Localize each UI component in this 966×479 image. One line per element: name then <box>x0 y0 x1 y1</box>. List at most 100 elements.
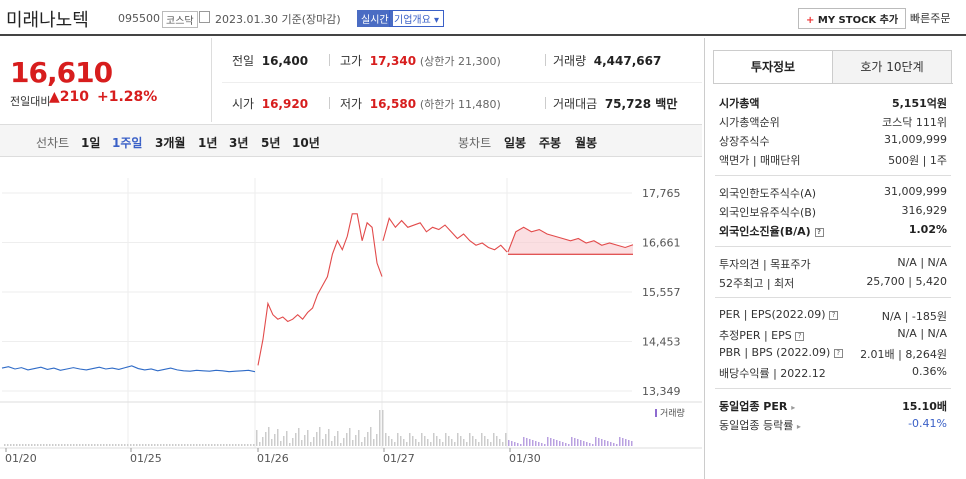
volume-bar <box>331 441 333 446</box>
info-key[interactable]: 동일업종 등락률 ▸ <box>719 417 801 433</box>
stat-open: 시가 16,920 <box>232 95 308 112</box>
volume-bar <box>4 444 6 446</box>
volume-bar <box>106 444 108 446</box>
tab-1day[interactable]: 1일 <box>81 136 101 150</box>
info-value: 31,009,999 <box>884 133 947 146</box>
y-tick-label: 16,661 <box>642 237 681 250</box>
tab-5year[interactable]: 5년 <box>261 136 281 150</box>
tab-3year[interactable]: 3년 <box>229 136 249 150</box>
volume-bar <box>37 444 39 446</box>
base-date: 2023.01.30 기준(장마감) <box>215 13 341 26</box>
info-key: 외국인소진율(B/A) ? <box>719 223 824 239</box>
volume-bar <box>46 444 48 446</box>
tab-investment-info[interactable]: 투자정보 <box>713 50 833 84</box>
volume-bar <box>616 444 618 446</box>
info-key: 추정PER | EPS ? <box>719 327 805 343</box>
divider <box>545 97 546 109</box>
volume-bar <box>115 444 117 446</box>
info-key: 시가총액 <box>719 97 760 110</box>
tab-monthly[interactable]: 월봉 <box>575 136 598 150</box>
volume-bar <box>520 444 522 446</box>
volume-bar <box>397 433 399 446</box>
volume-bar <box>418 442 420 446</box>
realtime-badge[interactable]: 실시간 <box>357 10 393 27</box>
volume-bar <box>31 444 33 446</box>
company-overview-dropdown[interactable]: 기업개요 ▾ <box>389 10 444 27</box>
volume-bar <box>529 439 531 446</box>
volume-bar <box>592 444 594 446</box>
volume-bar <box>457 433 459 446</box>
volume-bar <box>40 444 42 446</box>
volume-bar <box>316 432 318 446</box>
volume-bar <box>508 440 510 446</box>
volume-bar <box>163 444 165 446</box>
volume-bar <box>481 433 483 446</box>
tab-hoga-10[interactable]: 호가 10단계 <box>832 50 952 84</box>
volume-label: 거래량 <box>553 54 587 68</box>
price-chart: 17,765 16,661 15,557 14,453 13,349 거래량 01/20 01… <box>0 178 702 465</box>
volume-bar <box>349 428 351 446</box>
quick-order-link[interactable]: 빠른주문 <box>910 12 951 25</box>
volume-bar <box>361 442 363 446</box>
low-label: 저가 <box>340 97 363 111</box>
volume-bar <box>502 442 504 446</box>
volume-bar <box>229 444 231 446</box>
low-value: 16,580 <box>369 97 417 111</box>
volume-bar <box>412 436 414 446</box>
volume-bar <box>337 431 339 446</box>
volume-bar <box>325 434 327 446</box>
volume-bar <box>7 444 9 446</box>
volume-bar <box>292 438 294 446</box>
volume-bar <box>601 439 603 446</box>
volume-bar <box>460 436 462 446</box>
volume-bar <box>406 442 408 446</box>
volume-bar <box>286 431 288 446</box>
help-icon[interactable]: ? <box>795 331 805 341</box>
volume-bar <box>100 444 102 446</box>
volume-bar <box>625 439 627 446</box>
x-tick-label: 01/30 <box>509 452 541 465</box>
volume-bar <box>334 436 336 446</box>
stock-code: 095500 <box>118 12 160 25</box>
volume-bar <box>142 444 144 446</box>
volume-bar <box>628 440 630 446</box>
open-label: 시가 <box>232 97 255 111</box>
tab-weekly[interactable]: 주봉 <box>539 136 562 150</box>
volume-bar <box>577 439 579 446</box>
help-icon[interactable]: ? <box>833 348 843 358</box>
info-value: 코스닥 111위 <box>882 116 947 129</box>
tab-1week[interactable]: 1주일 <box>112 136 143 150</box>
info-value: 316,929 <box>901 204 948 217</box>
volume-bar <box>64 444 66 446</box>
stat-prev: 전일 16,400 <box>232 52 308 69</box>
volume-bar <box>613 443 615 446</box>
volume-bar <box>223 444 225 446</box>
volume-bar <box>607 441 609 446</box>
help-icon[interactable]: ? <box>814 227 824 237</box>
info-key-text: PBR | BPS (2022.09) <box>719 346 831 359</box>
tab-10year[interactable]: 10년 <box>292 136 320 150</box>
help-icon[interactable]: ? <box>829 310 839 320</box>
info-key-text: 동일업종 PER <box>719 400 788 413</box>
info-key[interactable]: 동일업종 PER ▸ <box>719 398 795 414</box>
volume-bar <box>610 442 612 446</box>
volume-bar <box>217 444 219 446</box>
series-line <box>257 213 383 366</box>
add-mystock-button[interactable]: + MY STOCK 추가 <box>798 8 907 29</box>
info-key: 상장주식수 <box>719 135 770 148</box>
volume-bar <box>385 433 387 446</box>
volume-bar <box>514 442 516 446</box>
volume-bar <box>550 438 552 446</box>
volume-bar <box>58 444 60 446</box>
volume-bar <box>181 444 183 446</box>
volume-bar <box>172 444 174 446</box>
volume-bar <box>319 427 321 446</box>
tab-daily[interactable]: 일봉 <box>504 136 527 150</box>
arrow-right-icon: ▸ <box>796 422 801 431</box>
volume-bar <box>82 444 84 446</box>
volume-bar <box>565 443 567 446</box>
tab-1year[interactable]: 1년 <box>198 136 218 150</box>
volume-bar <box>97 444 99 446</box>
info-value: 500원 | 1주 <box>888 154 947 167</box>
tab-3month[interactable]: 3개월 <box>155 136 186 150</box>
